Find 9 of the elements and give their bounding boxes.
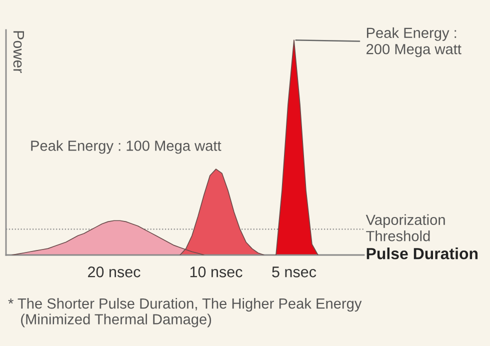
- annotation: Peak Energy : 200 Mega watt: [366, 27, 462, 58]
- x-axis-title: Pulse Duration: [366, 248, 478, 260]
- ref-line-label: Vaporization Threshold: [366, 214, 445, 242]
- x-tick-label: 20 nsec: [88, 266, 140, 278]
- annotation: Peak Energy : 100 Mega watt: [31, 140, 222, 154]
- text: * The Shorter Pulse Duration, The Higher Peak Energy (Minimized Thermal Damage): [8, 298, 362, 328]
- x-tick-label: 5 nsec: [272, 266, 316, 278]
- x-tick-label: 10 nsec: [190, 266, 242, 278]
- y-axis-title: Power: [13, 31, 24, 74]
